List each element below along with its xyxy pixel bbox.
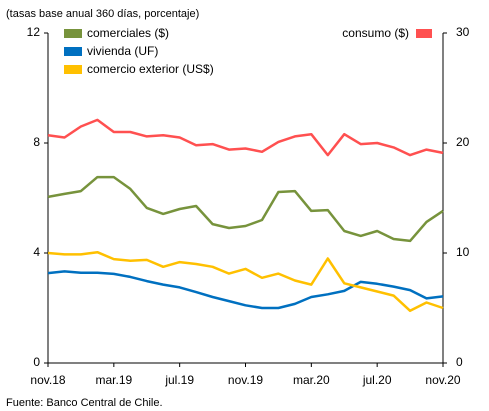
legend-swatch	[64, 47, 82, 56]
y2-tick-label: 0	[456, 355, 463, 369]
y-tick-label: 12	[27, 25, 41, 39]
series-line	[47, 250, 444, 313]
x-tick-label: mar.20	[293, 373, 330, 387]
series-line	[47, 175, 444, 243]
legend-label: consumo ($)	[342, 26, 409, 40]
chart-subtitle: (tasas base anual 360 días, porcentaje)	[6, 8, 199, 20]
x-tick-label: nov.18	[30, 373, 65, 387]
chart-note: Fuente: Banco Central de Chile.	[6, 397, 163, 409]
legend-swatch	[416, 29, 432, 38]
y-tick-label: 8	[33, 135, 40, 149]
y-tick-label: 4	[33, 245, 40, 259]
y2-tick-label: 30	[456, 25, 470, 39]
legend-label: comercio exterior (US$)	[87, 62, 214, 76]
y2-tick-label: 20	[456, 135, 470, 149]
x-tick-label: mar.19	[95, 373, 132, 387]
series-line	[47, 270, 444, 310]
series-line	[47, 118, 444, 157]
legend-label: vivienda (UF)	[87, 44, 158, 58]
y-tick-label: 0	[33, 355, 40, 369]
legend-swatch	[64, 65, 82, 74]
x-tick-label: nov.19	[228, 373, 263, 387]
x-tick-label: jul.19	[164, 373, 194, 387]
x-tick-label: jul.20	[362, 373, 392, 387]
x-tick-label: nov.20	[425, 373, 460, 387]
legend-swatch	[64, 29, 82, 38]
legend-label: comerciales ($)	[87, 26, 169, 40]
y2-tick-label: 10	[456, 245, 470, 259]
